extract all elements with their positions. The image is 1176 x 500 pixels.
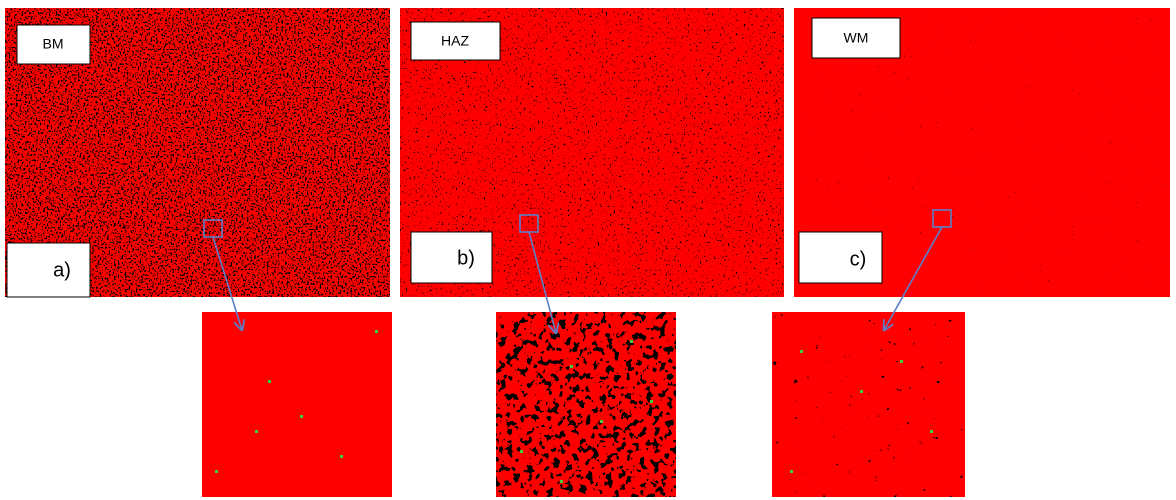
panel-tag: b) xyxy=(457,247,475,269)
panel-bm: BM a) xyxy=(5,8,390,297)
panel-tag: c) xyxy=(850,248,867,270)
zoom-texture xyxy=(202,312,392,497)
zoom-haz xyxy=(496,312,676,497)
zoom-texture xyxy=(772,312,965,497)
panel-label: HAZ xyxy=(441,33,469,49)
page: {"panels": [{"label": "BM", "tag": "a)"}… xyxy=(0,0,1176,500)
zoom-wm xyxy=(772,312,965,497)
panel-wm: WM c) xyxy=(794,8,1170,297)
panel-label: WM xyxy=(844,30,869,46)
tag-box xyxy=(411,232,492,283)
zoom-bm xyxy=(202,312,392,497)
panel-label: BM xyxy=(43,36,64,52)
zoom-texture xyxy=(496,312,676,497)
panel-tag: a) xyxy=(53,259,71,281)
panel-haz: HAZ b) xyxy=(400,8,784,297)
tag-box xyxy=(7,243,90,297)
figure: BM a) HAZ b) WM c) xyxy=(0,0,1176,500)
tag-box xyxy=(799,232,882,283)
